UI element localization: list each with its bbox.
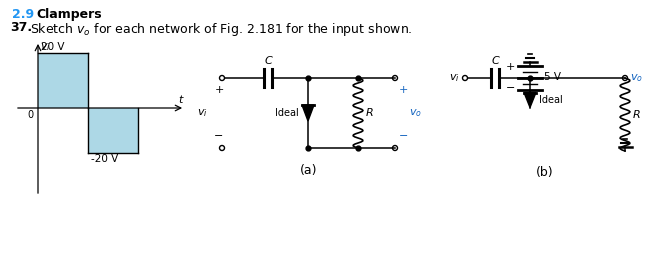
Text: Ideal: Ideal <box>539 95 563 105</box>
Text: $v_o$: $v_o$ <box>409 107 422 119</box>
Text: $v_i$: $v_i$ <box>197 107 208 119</box>
Text: -20 V: -20 V <box>91 154 118 164</box>
Text: R: R <box>633 110 641 120</box>
Text: R: R <box>366 108 374 118</box>
Text: $t$: $t$ <box>178 93 185 105</box>
Text: (a): (a) <box>300 164 317 177</box>
Text: +: + <box>399 85 409 95</box>
Text: 37.: 37. <box>10 21 32 34</box>
Text: (b): (b) <box>536 166 554 179</box>
Text: $v_o$: $v_o$ <box>630 72 643 84</box>
Text: −: − <box>506 82 515 92</box>
Text: Ideal: Ideal <box>275 108 299 118</box>
Text: 2.9: 2.9 <box>12 8 34 21</box>
Text: C: C <box>264 56 272 66</box>
Text: 20 V: 20 V <box>41 42 65 52</box>
Text: Clampers: Clampers <box>36 8 102 21</box>
Text: 5 V: 5 V <box>544 72 561 82</box>
Text: 0: 0 <box>28 110 34 120</box>
Text: $v_i$: $v_i$ <box>40 41 51 53</box>
Text: $v_i$: $v_i$ <box>449 72 460 84</box>
Text: −: − <box>214 131 224 141</box>
Text: Sketch $v_o$ for each network of Fig. 2.181 for the input shown.: Sketch $v_o$ for each network of Fig. 2.… <box>30 21 412 38</box>
Text: −: − <box>399 131 409 141</box>
Text: +: + <box>506 62 515 72</box>
Polygon shape <box>524 92 536 108</box>
Text: C: C <box>491 56 499 66</box>
Text: +: + <box>214 85 224 95</box>
Polygon shape <box>88 108 138 153</box>
Polygon shape <box>302 105 314 121</box>
Polygon shape <box>38 53 88 108</box>
